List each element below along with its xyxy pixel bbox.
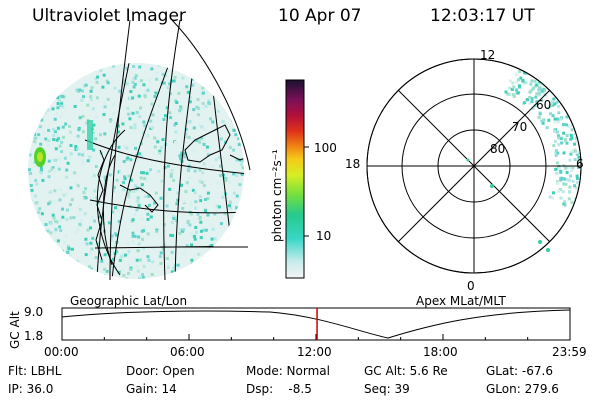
info-gc-alt: GC Alt: 5.6 Re (364, 364, 448, 378)
instrument-title: Ultraviolet Imager (32, 6, 186, 26)
colorbar-unit-label: photon cm⁻²s⁻¹ (270, 149, 284, 242)
observation-date: 10 Apr 07 (278, 6, 362, 26)
altitude-plot (61, 307, 571, 341)
altitude-tick-low: 1.8 (24, 329, 44, 343)
apex-caption: Apex MLat/MLT (416, 294, 506, 308)
mlt-label-12: 12 (480, 48, 496, 62)
time-tick-1200: 12:00 (297, 345, 332, 359)
mlat-label-70: 70 (512, 120, 528, 134)
info-ip: IP: 36.0 (8, 382, 54, 396)
color-scale (285, 79, 309, 279)
time-tick-2359: 23:59 (552, 345, 587, 359)
info-filter: Flt: LBHL (8, 364, 62, 378)
time-tick-0600: 06:00 (170, 345, 205, 359)
geographic-map (28, 19, 251, 281)
mlt-label-18: 18 (345, 157, 361, 171)
mlat-label-80: 80 (490, 142, 506, 156)
info-gain: Gain: 14 (126, 382, 177, 396)
info-glon: GLon: 279.6 (486, 382, 559, 396)
altitude-tick-high: 9.0 (24, 305, 44, 319)
info-dsp: Dsp: -8.5 (246, 382, 312, 396)
time-tick-0000: 00:00 (44, 345, 79, 359)
mlt-label-0: 0 (467, 279, 475, 293)
geographic-caption: Geographic Lat/Lon (70, 294, 188, 308)
observation-time: 12:03:17 UT (430, 6, 535, 26)
info-door: Door: Open (126, 364, 195, 378)
altitude-axis-label: GC Alt (8, 311, 22, 349)
mlat-label-60: 60 (536, 98, 552, 112)
info-glat: GLat: -67.6 (486, 364, 553, 378)
info-mode: Mode: Normal (246, 364, 330, 378)
time-tick-1800: 18:00 (423, 345, 458, 359)
mlt-label-6: 6 (576, 157, 584, 171)
colorbar-tick-100: 100 (314, 141, 337, 155)
info-seq: Seq: 39 (364, 382, 410, 396)
colorbar-tick-10: 10 (316, 229, 332, 243)
polar-mlt-plot (366, 58, 582, 274)
altitude-curve (61, 309, 571, 339)
